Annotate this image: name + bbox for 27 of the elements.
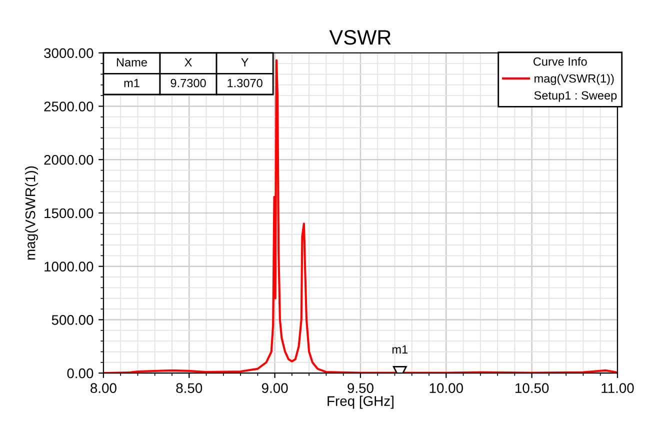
y-tick-label: 3000.00 bbox=[44, 48, 94, 58]
x-tick-label: 11.00 bbox=[602, 383, 634, 394]
chart-title: VSWR bbox=[329, 30, 391, 45]
y-tick-label: 500.00 bbox=[52, 315, 94, 325]
annotation: X bbox=[184, 58, 192, 66]
x-tick-label: 10.50 bbox=[515, 383, 549, 394]
annotation: 1.3070 bbox=[228, 78, 262, 88]
x-tick-label: 10.00 bbox=[430, 383, 463, 394]
y-axis-title: mag(VSWR(1)) bbox=[25, 166, 38, 260]
annotation: Setup1 : Sweep bbox=[534, 91, 617, 102]
y-tick-label: 0.00 bbox=[67, 368, 94, 378]
x-tick-label: 9.00 bbox=[262, 383, 288, 394]
annotation: Y bbox=[241, 58, 248, 66]
annotation: Name bbox=[116, 58, 147, 66]
x-axis-title: Freq [GHz] bbox=[328, 396, 394, 409]
x-tick-label: 8.50 bbox=[176, 383, 202, 394]
y-tick-label: 1000.00 bbox=[44, 262, 94, 272]
legend-title: Curve Info bbox=[533, 57, 587, 66]
y-tick-label: 1500.00 bbox=[44, 208, 94, 218]
y-tick-label: 2500.00 bbox=[44, 102, 94, 112]
annotation: m1 bbox=[392, 345, 408, 354]
y-tick-label: 2000.00 bbox=[44, 154, 94, 165]
x-tick-label: 9.50 bbox=[348, 383, 374, 394]
annotation: m1 bbox=[124, 79, 140, 88]
legend-label: mag(VSWR(1)) bbox=[534, 74, 614, 86]
annotation: 9.7300 bbox=[170, 78, 206, 88]
x-tick-label: 8.00 bbox=[90, 383, 116, 394]
